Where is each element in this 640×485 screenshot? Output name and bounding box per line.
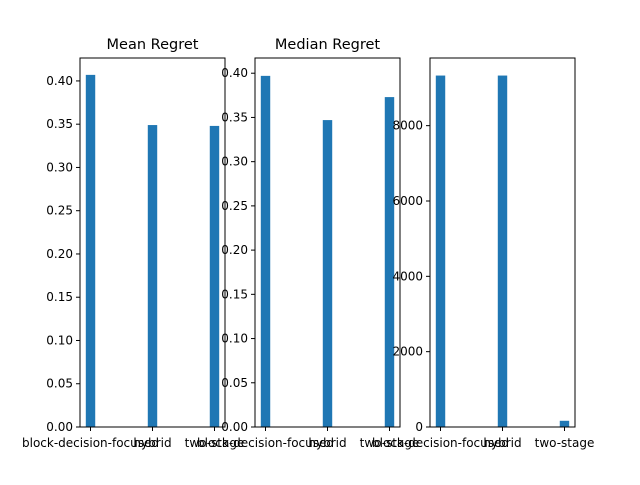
y-tick-label: 0.15 [221,287,248,301]
y-tick-label: 0.10 [46,333,73,347]
y-tick-label: 4000 [392,269,423,283]
y-tick-label: 0.00 [221,420,248,434]
x-tick-label: hybrid [133,436,171,450]
y-tick-label: 0.05 [221,376,248,390]
x-tick-label: block-decision-focused [197,436,334,450]
y-tick-label: 0.35 [221,110,248,124]
x-tick-label: block-decision-focused [22,436,159,450]
bar-block-decision-focused [435,75,446,427]
y-tick-label: 0.20 [46,247,73,261]
bar-two-stage [384,97,395,428]
x-tick-label: hybrid [308,436,346,450]
y-tick-label: 0.25 [46,204,73,218]
subplot-1: 0.00 0.05 0.10 0.15 0.20 0.25 0.30 0.35 0.40 bloc… [22,37,244,450]
y-tick-label: 0.35 [46,117,73,131]
x-tick-label: hybrid [483,436,521,450]
y-tick-label: 0.40 [221,66,248,80]
y-tick-label: 0 [415,420,423,434]
x-tick-label: two-stage [535,436,595,450]
x-tick-label: two-stage [185,436,245,450]
y-tick-label: 0.10 [221,332,248,346]
subplot-3: 0 2000 4000 6000 8000 block-decision-focusedh… [372,57,595,450]
bar-block-decision-focused [85,74,96,428]
y-tick-label: 0.15 [46,290,73,304]
subplot-title: Mean Regret [107,37,199,53]
y-tick-label: 0.20 [221,243,248,257]
y-tick-label: 0.30 [46,160,73,174]
x-tick-label: block-decision-focused [372,436,509,450]
bar-hybrid [497,75,508,427]
subplot-2: 0.00 0.05 0.10 0.15 0.20 0.25 0.30 0.35 0.40 bloc… [197,37,419,450]
y-tick-label: 0.00 [46,420,73,434]
bar-hybrid [147,125,158,428]
y-tick-label: 0.40 [46,74,73,88]
bar-hybrid [322,120,333,427]
subplot-title: Median Regret [275,37,380,53]
bar-two-stage [559,420,570,427]
y-tick-label: 0.30 [221,155,248,169]
y-tick-label: 8000 [392,119,423,133]
y-tick-label: 2000 [392,345,423,359]
y-tick-label: 0.25 [221,199,248,213]
bar-block-decision-focused [260,75,271,428]
y-tick-label: 6000 [392,194,423,208]
x-tick-label: two-stage [360,436,420,450]
bar-two-stage [209,125,220,428]
y-tick-label: 0.05 [46,377,73,391]
